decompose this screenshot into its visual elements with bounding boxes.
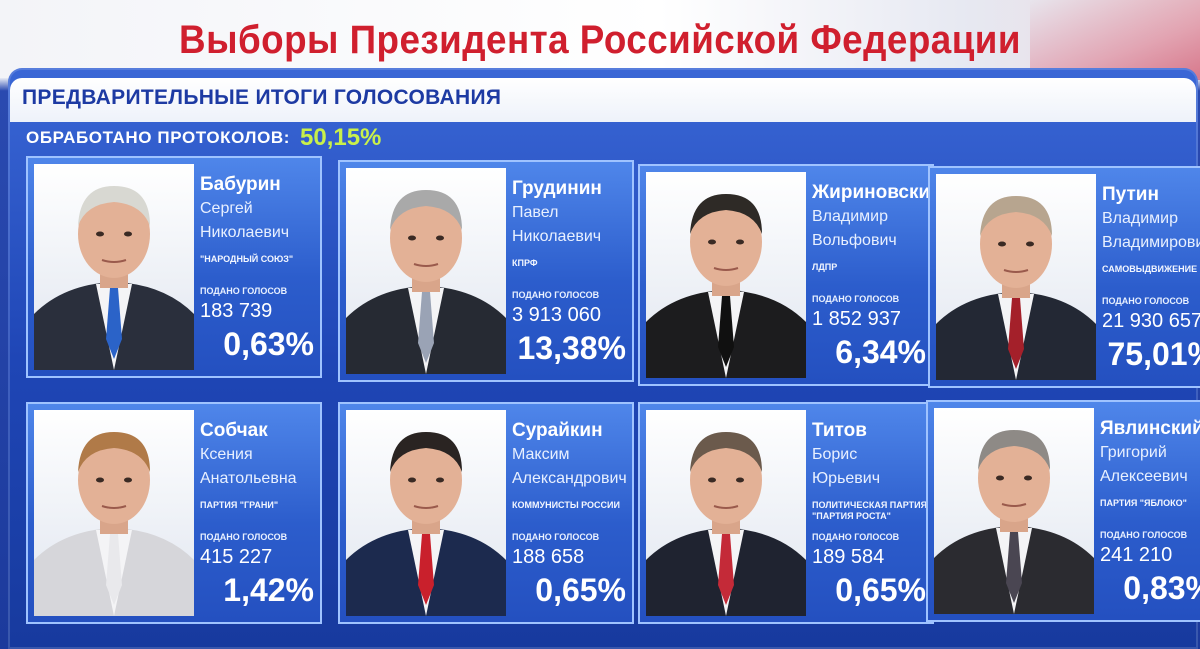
candidate-party: ПАРТИЯ "ЯБЛОКО": [1100, 498, 1187, 508]
vote-percentage: 0,83%: [1123, 570, 1200, 606]
votes-label: ПОДАНО ГОЛОСОВ: [200, 286, 288, 296]
candidate-card: Жириновский Владимир Вольфович ЛДПР ПОДАНО Г…: [638, 164, 942, 386]
candidate-card: Титов Борис Юрьевич ПОЛИТИЧЕСКАЯ ПАРТИЯ "ПА…: [638, 402, 934, 624]
portrait-icon: [34, 186, 194, 370]
candidate-surname: Явлинский: [1100, 418, 1200, 439]
page-title: Выборы Президента Российской Федерации: [179, 18, 1021, 62]
candidate-patronymic: Анатольевна: [200, 470, 297, 487]
votes-count: 189 584: [812, 546, 885, 568]
votes-count: 1 852 937: [812, 308, 901, 330]
portrait-icon: [934, 430, 1094, 614]
votes-label: ПОДАНО ГОЛОСОВ: [512, 532, 600, 542]
candidate-first-name: Ксения: [200, 446, 253, 463]
candidate-first-name: Павел: [512, 204, 559, 221]
votes-label: ПОДАНО ГОЛОСОВ: [812, 532, 900, 542]
candidate-info: Собчак Ксения Анатольевна ПАРТИЯ "ГРАНИ" ПОД…: [200, 404, 318, 622]
votes-label: ПОДАНО ГОЛОСОВ: [1100, 530, 1188, 540]
candidate-info: Титов Борис Юрьевич ПОЛИТИЧЕСКАЯ ПАРТИЯ "ПА…: [812, 404, 930, 622]
candidate-patronymic: Юрьевич: [812, 470, 881, 487]
portrait-icon: [346, 432, 506, 616]
candidate-surname: Титов: [812, 420, 867, 441]
candidate-info: Бабурин Сергей Николаевич "НАРОДНЫЙ СОЮЗ" ПО…: [200, 158, 318, 376]
candidate-photo: [346, 168, 506, 374]
vote-percentage: 0,65%: [835, 572, 926, 608]
candidate-patronymic: Владимирович: [1102, 234, 1200, 251]
candidate-info: Явлинский Григорий Алексеевич ПАРТИЯ "ЯБЛОК…: [1100, 402, 1200, 620]
candidate-surname: Бабурин: [200, 174, 281, 195]
candidate-first-name: Сергей: [200, 200, 253, 217]
candidate-info: Путин Владимир Владимирович САМОВЫДВИЖЕНИЕ П…: [1102, 168, 1200, 386]
candidate-photo: [936, 174, 1096, 380]
candidate-first-name: Максим: [512, 446, 570, 463]
protocols-label: ОБРАБОТАНО ПРОТОКОЛОВ:: [26, 128, 291, 147]
votes-count: 3 913 060: [512, 304, 601, 326]
decorative-flag-swoosh: [1030, 0, 1200, 80]
candidate-first-name: Владимир: [1102, 210, 1179, 227]
candidate-surname: Собчак: [200, 420, 268, 441]
candidate-card: Собчак Ксения Анатольевна ПАРТИЯ "ГРАНИ" ПОД…: [26, 402, 322, 624]
candidate-card: Бабурин Сергей Николаевич "НАРОДНЫЙ СОЮЗ" ПО…: [26, 156, 322, 378]
votes-count: 21 930 657: [1102, 310, 1200, 332]
candidate-party: САМОВЫДВИЖЕНИЕ: [1102, 264, 1198, 274]
candidate-photo: [646, 410, 806, 616]
candidate-party: ЛДПР: [812, 262, 838, 272]
candidate-info: Сурайкин Максим Александрович КОММУНИСТЫ РО…: [512, 404, 630, 622]
candidate-surname: Путин: [1102, 184, 1159, 205]
candidate-photo: [34, 410, 194, 616]
candidate-photo: [34, 164, 194, 370]
votes-count: 183 739: [200, 300, 273, 322]
portrait-icon: [34, 432, 194, 616]
votes-label: ПОДАНО ГОЛОСОВ: [512, 290, 600, 300]
subtitle-bar: [10, 78, 1196, 122]
candidate-card: Сурайкин Максим Александрович КОММУНИСТЫ РО…: [338, 402, 634, 624]
votes-label: ПОДАНО ГОЛОСОВ: [1102, 296, 1190, 306]
top-banner: [0, 0, 1200, 78]
candidate-patronymic: Николаевич: [512, 228, 602, 245]
candidate-party: КОММУНИСТЫ РОССИИ: [512, 500, 620, 510]
candidate-photo: [646, 172, 806, 378]
candidate-info: Жириновский Владимир Вольфович ЛДПР ПОДАНО Г…: [812, 166, 942, 384]
candidate-patronymic: Алексеевич: [1100, 468, 1188, 485]
candidate-party: "НАРОДНЫЙ СОЮЗ": [200, 254, 294, 264]
candidate-patronymic: Николаевич: [200, 224, 290, 241]
votes-label: ПОДАНО ГОЛОСОВ: [812, 294, 900, 304]
portrait-icon: [646, 194, 806, 378]
vote-percentage: 6,34%: [835, 334, 926, 370]
votes-count: 415 227: [200, 546, 273, 568]
candidate-info: Грудинин Павел Николаевич КПРФ ПОДАНО ГОЛОСО…: [512, 162, 630, 380]
candidate-patronymic: Александрович: [512, 470, 627, 487]
candidate-card: Явлинский Григорий Алексеевич ПАРТИЯ "ЯБЛОК…: [926, 400, 1200, 622]
candidate-card: Путин Владимир Владимирович САМОВЫДВИЖЕНИЕ П…: [928, 166, 1200, 388]
protocols-percentage: 50,15%: [300, 124, 382, 151]
candidate-first-name: Григорий: [1100, 444, 1167, 461]
results-subtitle: ПРЕДВАРИТЕЛЬНЫЕ ИТОГИ ГОЛОСОВАНИЯ: [22, 86, 502, 109]
votes-count: 188 658: [512, 546, 585, 568]
portrait-icon: [646, 432, 806, 616]
candidate-party: ПАРТИЯ "ГРАНИ": [200, 500, 279, 510]
candidate-first-name: Борис: [812, 446, 858, 463]
portrait-icon: [936, 196, 1096, 380]
vote-percentage: 13,38%: [517, 330, 626, 366]
candidate-photo: [346, 410, 506, 616]
candidate-first-name: Владимир: [812, 208, 889, 225]
vote-percentage: 75,01%: [1107, 336, 1200, 372]
vote-percentage: 0,63%: [223, 326, 314, 362]
votes-label: ПОДАНО ГОЛОСОВ: [200, 532, 288, 542]
vote-percentage: 0,65%: [535, 572, 626, 608]
candidate-patronymic: Вольфович: [812, 232, 897, 249]
candidate-surname: Жириновский: [812, 182, 942, 203]
candidate-surname: Грудинин: [512, 178, 602, 199]
candidate-surname: Сурайкин: [512, 420, 603, 441]
candidate-card: Грудинин Павел Николаевич КПРФ ПОДАНО ГОЛОСО…: [338, 160, 634, 382]
candidate-photo: [934, 408, 1094, 614]
portrait-icon: [346, 190, 506, 374]
votes-count: 241 210: [1100, 544, 1173, 566]
candidate-party: КПРФ: [512, 258, 538, 268]
vote-percentage: 1,42%: [223, 572, 314, 608]
candidate-party: ПОЛИТИЧЕСКАЯ ПАРТИЯ "ПАРТИЯ РОСТА": [812, 500, 928, 521]
